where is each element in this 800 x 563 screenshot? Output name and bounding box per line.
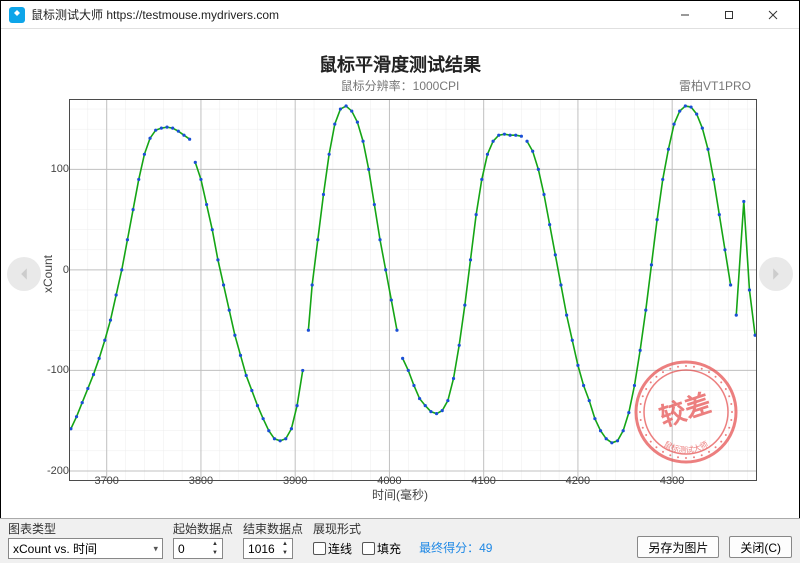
chart-device: 雷柏VT1PRO [679,77,751,94]
chart-title: 鼠标平滑度测试结果 [319,51,481,77]
connect-checkbox[interactable]: 连线 [313,540,352,557]
spin-up-icon[interactable]: ▲ [280,540,290,549]
content-area: 鼠标平滑度测试结果 鼠标分辨率：1000CPI 雷柏VT1PRO xCount … [1,29,799,519]
minimize-button[interactable] [663,1,707,29]
title-bar: 鼠标测试大师 https://testmouse.mydrivers.com [1,1,799,29]
x-tick: 4200 [566,475,590,487]
close-button[interactable] [751,1,795,29]
svg-text:鼠标测试大师: 鼠标测试大师 [662,439,709,455]
y-tick: 100 [45,163,69,175]
spin-down-icon[interactable]: ▼ [210,549,220,558]
score-stamp: 较差 鼠标测试大师 [631,357,741,467]
start-index-label: 起始数据点 [173,520,233,537]
spin-up-icon[interactable]: ▲ [210,540,220,549]
chart-subtitle: 鼠标分辨率：1000CPI [341,77,460,94]
x-tick: 3800 [189,475,213,487]
chevron-down-icon: ▾ [153,543,158,554]
close-dialog-button[interactable]: 关闭(C) [729,536,792,558]
chart-type-label: 图表类型 [8,520,163,537]
x-tick: 3900 [283,475,307,487]
x-tick: 4100 [471,475,495,487]
y-tick: -200 [45,465,69,477]
maximize-button[interactable] [707,1,751,29]
x-tick: 3700 [94,475,118,487]
window-title: 鼠标测试大师 https://testmouse.mydrivers.com [31,6,279,23]
y-tick: 0 [45,264,69,276]
end-index-input[interactable]: 1016 ▲▼ [243,538,293,559]
display-mode-label: 展现形式 [313,520,401,537]
stamp-text: 较差 [656,388,715,433]
x-tick: 4000 [377,475,401,487]
x-tick: 4300 [660,475,684,487]
end-index-value: 1016 [248,542,275,556]
final-score: 最终得分：49 [419,525,492,556]
nav-next-button[interactable] [759,257,793,291]
chart-type-select[interactable]: xCount vs. 时间 ▾ [8,538,163,559]
save-image-button[interactable]: 另存为图片 [637,536,719,558]
x-axis-label: 时间(毫秒) [372,486,428,503]
fill-checkbox[interactable]: 填充 [362,540,401,557]
app-icon [9,7,25,23]
bottom-toolbar: 图表类型 xCount vs. 时间 ▾ 起始数据点 0 ▲▼ 结束数据点 10… [0,518,800,563]
end-index-label: 结束数据点 [243,520,303,537]
spin-down-icon[interactable]: ▼ [280,549,290,558]
chart-type-value: xCount vs. 时间 [13,540,97,557]
nav-prev-button[interactable] [7,257,41,291]
start-index-input[interactable]: 0 ▲▼ [173,538,223,559]
start-index-value: 0 [178,542,185,556]
y-tick: -100 [45,364,69,376]
